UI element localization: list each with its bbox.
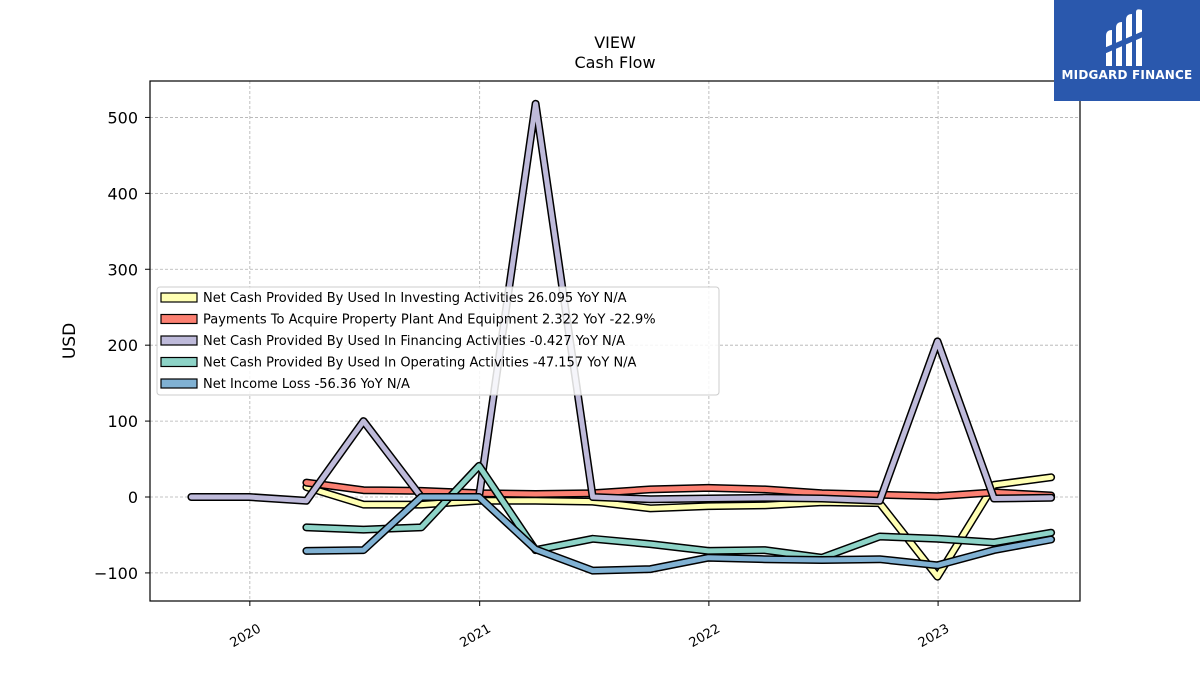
- legend-entry-1: Payments To Acquire Property Plant And E…: [203, 313, 656, 328]
- chart-subtitle: Cash Flow: [574, 53, 655, 72]
- chart-title: VIEW: [594, 33, 636, 52]
- logo-text: MIDGARD FINANCE: [1061, 68, 1193, 82]
- axis-ticks: −100 0 100 200 300 400 500 2020 2021 2022 2023: [94, 108, 952, 651]
- y-tick-label: 100: [107, 412, 138, 431]
- series-lines: [187, 99, 1056, 581]
- legend-swatch-1: [160, 313, 198, 325]
- series-line-4: [303, 494, 1054, 574]
- x-tick-label: 2022: [687, 621, 723, 651]
- legend-entry-0: Net Cash Provided By Used In Investing A…: [203, 291, 627, 306]
- y-tick-label: 200: [107, 336, 138, 355]
- x-tick-label: 2021: [458, 621, 494, 651]
- legend-box: [156, 286, 720, 396]
- y-tick-label: 300: [107, 260, 138, 279]
- legend-entry-4: Net Income Loss -56.36 YoY N/A: [203, 377, 410, 392]
- y-tick-label: 0: [128, 488, 138, 507]
- y-tick-label: 500: [107, 108, 138, 127]
- legend-entry-2: Net Cash Provided By Used In Financing A…: [203, 334, 625, 349]
- legend: Net Cash Provided By Used In Investing A…: [156, 286, 720, 396]
- series-line-3: [303, 463, 1054, 561]
- y-axis-label: USD: [60, 323, 80, 359]
- y-tick-label: −100: [94, 564, 138, 583]
- midgard-finance-logo: MIDGARD FINANCE: [1054, 0, 1200, 101]
- plot-frame: [149, 80, 1081, 602]
- series-line-2: [188, 101, 1054, 504]
- series-line-outline-3: [302, 461, 1056, 562]
- midgard-logo-icon: [1104, 9, 1150, 67]
- series-line-1: [303, 480, 1054, 499]
- legend-swatch-3: [160, 356, 198, 368]
- x-tick-label: 2020: [228, 621, 264, 651]
- legend-swatch-0: [160, 292, 198, 303]
- legend-swatch-4: [160, 378, 198, 389]
- x-tick-label: 2023: [916, 621, 952, 651]
- legend-swatch-2: [160, 335, 198, 346]
- y-tick-label: 400: [107, 184, 138, 203]
- legend-entry-3: Net Cash Provided By Used In Operating A…: [203, 356, 637, 371]
